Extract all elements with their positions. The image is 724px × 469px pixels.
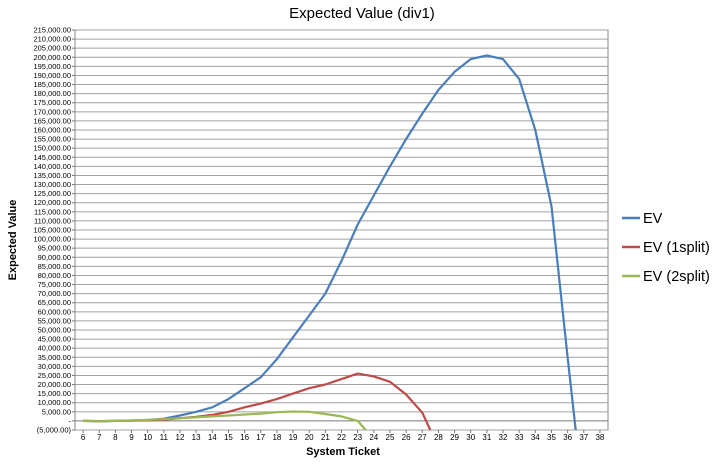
x-tick-label: 6: [81, 433, 86, 442]
y-tick-label: 115,000.00: [34, 207, 71, 216]
legend-label: EV (1split): [643, 240, 710, 256]
x-tick-label: 22: [337, 433, 346, 442]
y-tick-label: 170,000.00: [33, 107, 71, 116]
x-tick-label: 25: [386, 433, 395, 442]
x-tick-label: 17: [256, 433, 265, 442]
y-tick-label: 90,000.00: [38, 253, 71, 262]
x-tick-label: 32: [499, 433, 508, 442]
y-tick-label: 65,000.00: [38, 298, 71, 307]
x-tick-label: 37: [579, 433, 588, 442]
x-tick-label: 29: [450, 433, 459, 442]
y-tick-label: 15,000.00: [38, 389, 71, 398]
y-tick-label: (5,000.00): [37, 426, 72, 435]
x-tick-label: 11: [160, 433, 169, 442]
y-tick-label: 55,000.00: [38, 316, 71, 325]
x-tick-label: 10: [143, 433, 152, 442]
y-tick-label: 140,000.00: [33, 162, 71, 171]
y-tick-label: 130,000.00: [33, 180, 71, 189]
y-tick-label: 125,000.00: [33, 189, 71, 198]
y-tick-label: 135,000.00: [33, 171, 71, 180]
x-tick-label: 16: [240, 433, 249, 442]
x-tick-label: 18: [272, 433, 281, 442]
x-tick-label: 7: [97, 433, 102, 442]
x-tick-label: 33: [515, 433, 524, 442]
x-tick-label: 31: [482, 433, 491, 442]
y-tick-label: 180,000.00: [33, 89, 71, 98]
x-tick-label: 34: [531, 433, 540, 442]
y-tick-label: 175,000.00: [33, 98, 71, 107]
x-tick-label: 36: [563, 433, 572, 442]
x-tick-label: 9: [129, 433, 134, 442]
y-tick-label: 60,000.00: [38, 307, 71, 316]
legend: EV EV (1split) EV (2split): [622, 211, 710, 285]
y-tick-label: 185,000.00: [33, 80, 71, 89]
y-tick-label: -: [69, 416, 72, 425]
x-tick-label: 24: [369, 433, 378, 442]
y-axis-label: Expected Value: [7, 200, 19, 281]
y-tick-label: 10,000.00: [38, 398, 71, 407]
y-tick-label: 80,000.00: [38, 271, 71, 280]
x-tick-label: 14: [208, 433, 217, 442]
y-tick-label: 20,000.00: [38, 380, 71, 389]
chart-title: Expected Value (div1): [289, 5, 435, 22]
series-line-3: [83, 410, 367, 430]
y-tick-label: 195,000.00: [33, 62, 71, 71]
y-tick-label: 40,000.00: [38, 344, 71, 353]
y-tick-label: 100,000.00: [33, 235, 71, 244]
x-tick-label: 28: [434, 433, 443, 442]
y-tick-label: 105,000.00: [33, 226, 71, 235]
x-tick-label: 21: [321, 433, 330, 442]
x-axis-ticks: 6 7 8 9 10 11 12 13 14 15 16 17 18 19 20 21 22 23 24 25 26 27…: [81, 430, 605, 442]
legend-label: EV (2split): [643, 269, 710, 285]
y-tick-label: 200,000.00: [33, 53, 71, 62]
x-tick-label: 20: [305, 433, 314, 442]
x-tick-label: 27: [418, 433, 427, 442]
y-tick-label: 25,000.00: [38, 371, 71, 380]
y-tick-label: 120,000.00: [33, 198, 71, 207]
y-tick-label: 85,000.00: [38, 262, 71, 271]
y-tick-label: 35,000.00: [38, 353, 71, 362]
y-tick-label: 50,000.00: [38, 326, 71, 335]
x-tick-label: 15: [224, 433, 233, 442]
x-axis-label: System Ticket: [306, 446, 380, 458]
y-tick-label: 70,000.00: [38, 289, 71, 298]
x-tick-label: 13: [192, 433, 201, 442]
x-tick-label: 30: [466, 433, 475, 442]
y-tick-label: 190,000.00: [33, 71, 71, 80]
y-tick-label: 205,000.00: [33, 44, 71, 53]
x-tick-label: 26: [402, 433, 411, 442]
y-tick-label: 165,000.00: [33, 116, 71, 125]
y-tick-label: 110,000.00: [34, 216, 71, 225]
y-tick-label: 150,000.00: [33, 144, 71, 153]
y-tick-label: 75,000.00: [38, 280, 71, 289]
y-tick-label: 145,000.00: [33, 153, 71, 162]
y-tick-label: 215,000.00: [33, 26, 71, 35]
series-lines: [83, 54, 577, 430]
y-tick-label: 210,000.00: [33, 35, 71, 44]
x-tick-label: 12: [176, 433, 185, 442]
y-tick-label: 45,000.00: [38, 335, 71, 344]
x-tick-label: 38: [595, 433, 604, 442]
x-tick-label: 35: [547, 433, 556, 442]
y-tick-label: 30,000.00: [38, 362, 71, 371]
x-tick-label: 19: [289, 433, 298, 442]
x-tick-label: 8: [113, 433, 118, 442]
y-tick-label: 95,000.00: [38, 244, 71, 253]
y-axis-ticks: (5,000.00)-5,000.0010,000.0015,000.0020,…: [33, 26, 75, 435]
grid: [74, 29, 609, 431]
y-tick-label: 160,000.00: [33, 126, 71, 135]
legend-label: EV: [643, 211, 663, 227]
y-tick-label: 5,000.00: [42, 407, 71, 416]
y-tick-label: 155,000.00: [33, 135, 71, 144]
x-tick-label: 23: [353, 433, 362, 442]
